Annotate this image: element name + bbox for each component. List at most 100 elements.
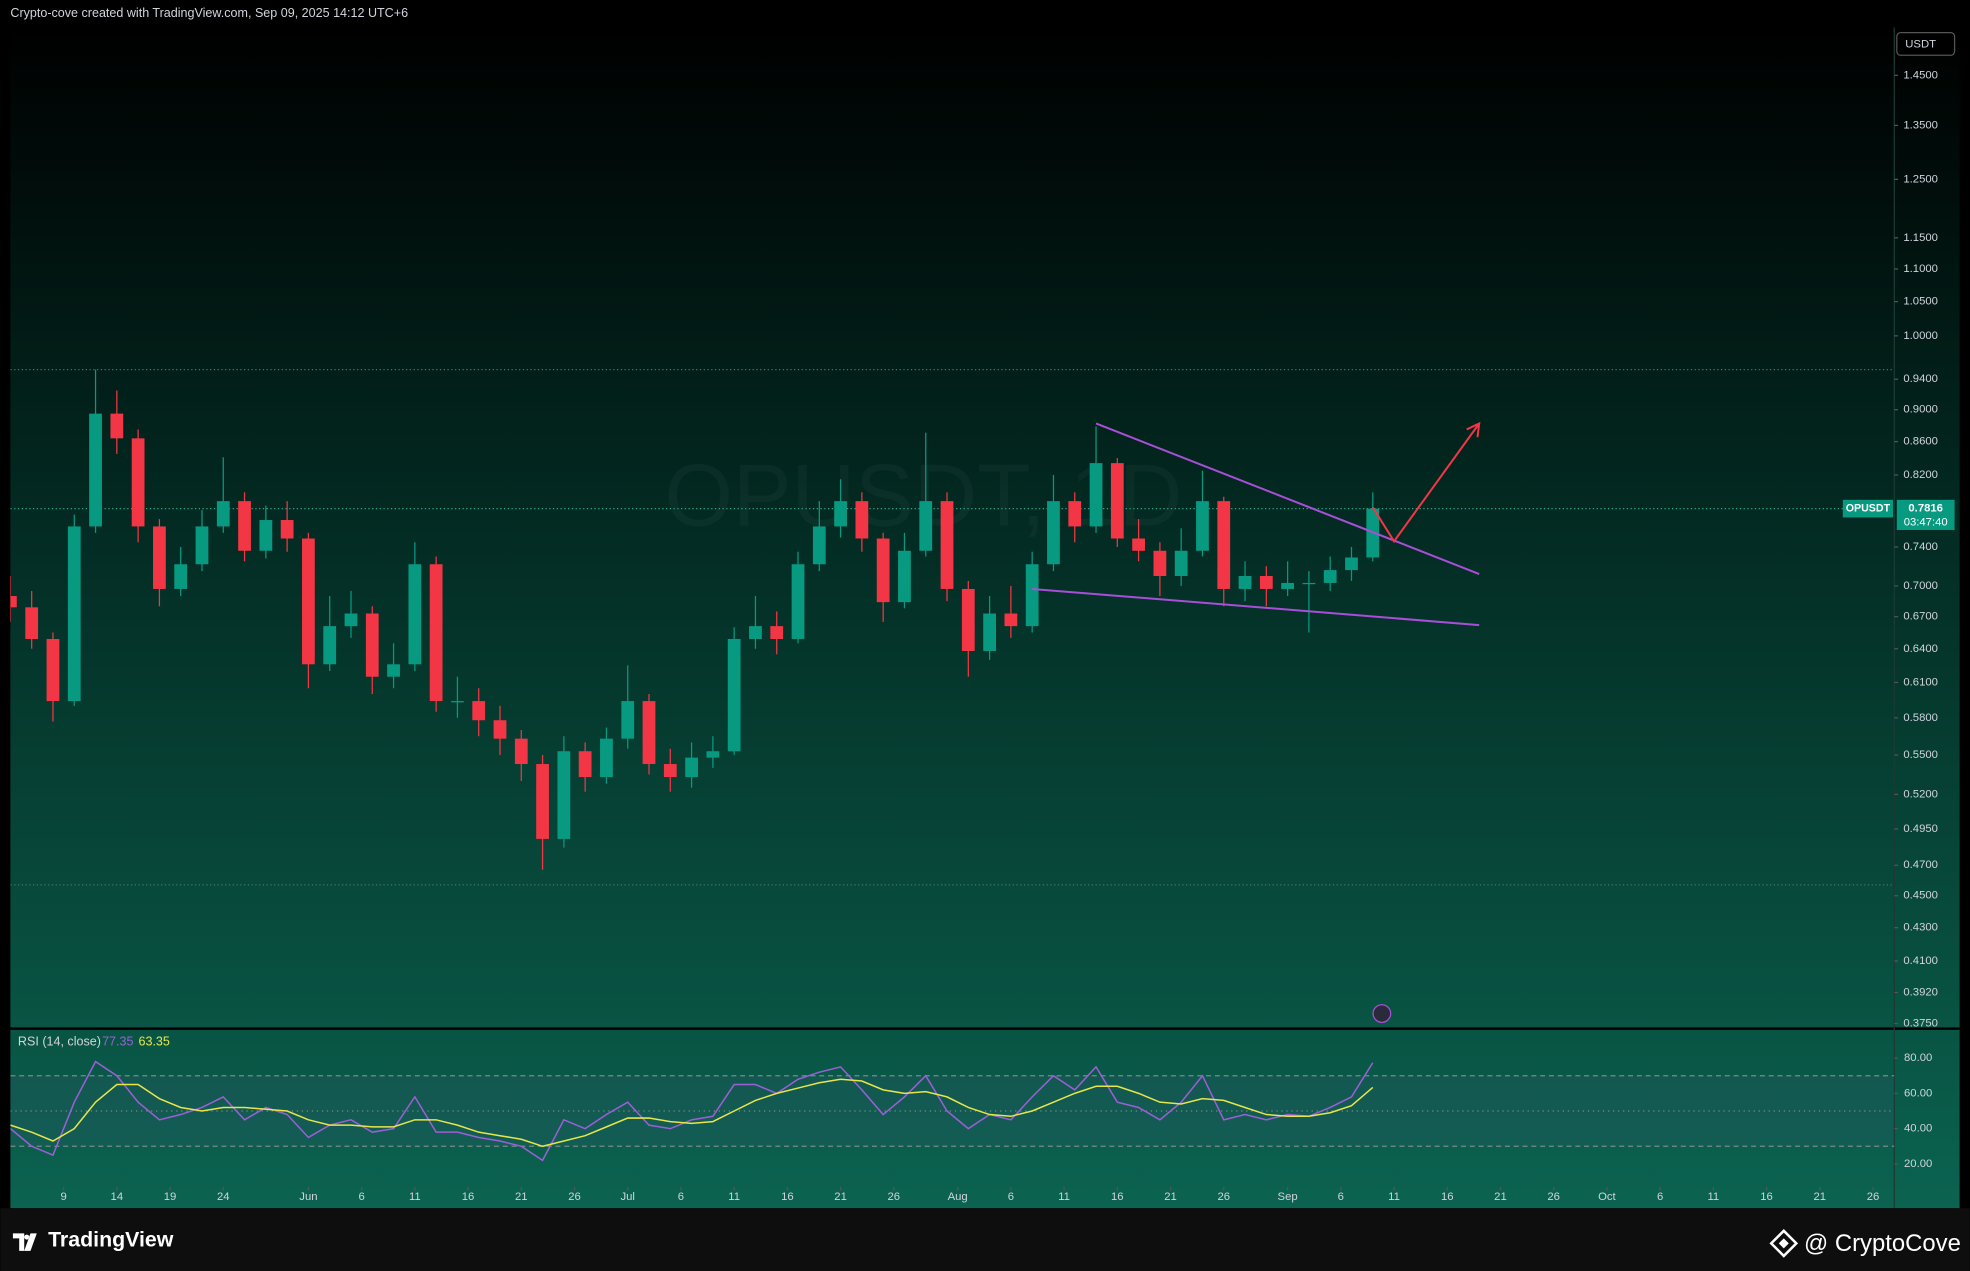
candle-body <box>663 764 677 778</box>
candle-body <box>749 626 762 639</box>
candle-body <box>983 613 996 651</box>
x-tick-label: 21 <box>1494 1191 1507 1203</box>
candle-body <box>685 757 698 778</box>
y-tick-label: 0.5500 <box>1903 749 1938 761</box>
y-tick-label: 1.2500 <box>1903 173 1938 185</box>
y-tick-label: 0.7000 <box>1903 580 1938 592</box>
candle-body <box>323 626 337 665</box>
y-tick-label: 1.1000 <box>1903 263 1938 275</box>
x-tick-label: 6 <box>1008 1191 1014 1203</box>
y-tick-label: 0.8200 <box>1903 469 1938 481</box>
x-tick-label: 26 <box>1547 1191 1560 1203</box>
y-tick-label: 1.4500 <box>1903 69 1938 81</box>
y-tick-label: 0.6100 <box>1903 676 1938 688</box>
y-tick-label: 0.6700 <box>1903 611 1938 623</box>
candle-body <box>600 738 613 778</box>
x-tick-label: 16 <box>781 1191 794 1203</box>
candle-body <box>727 638 741 752</box>
candle-body <box>514 738 528 765</box>
rsi-line <box>10 1078 1374 1148</box>
trendline <box>1032 587 1480 627</box>
candle-body <box>153 526 166 589</box>
candle-body <box>10 596 17 608</box>
y-tick-label: 0.3750 <box>1903 1018 1938 1030</box>
candle-body <box>1068 501 1082 527</box>
header-text: Crypto-cove created with TradingView.com… <box>10 6 408 20</box>
x-tick-label: 11 <box>1707 1191 1719 1203</box>
x-tick-label: 6 <box>358 1191 364 1203</box>
ticker-box <box>1842 499 1894 518</box>
y-tick-label: 80.00 <box>1904 1052 1932 1064</box>
candle-body <box>621 701 635 739</box>
candle-body <box>961 588 975 651</box>
alert-icon[interactable] <box>1372 1004 1392 1023</box>
candle-body <box>706 751 720 758</box>
x-tick-label: 21 <box>515 1191 528 1203</box>
candle-body <box>131 438 145 527</box>
x-tick-label: 6 <box>1657 1191 1663 1203</box>
rsi-value: 77.35 <box>102 1035 133 1049</box>
x-tick-label: 16 <box>1760 1191 1773 1203</box>
y-tick-label: 0.4500 <box>1903 890 1938 902</box>
x-tick-label: 9 <box>60 1191 66 1203</box>
x-tick-label: 19 <box>164 1191 177 1203</box>
x-tick-label: 26 <box>568 1191 581 1203</box>
y-tick-label: 20.00 <box>1904 1158 1932 1170</box>
candle-body <box>1047 501 1060 565</box>
last-price-box <box>1896 499 1955 530</box>
x-tick-label: Oct <box>1598 1191 1616 1203</box>
x-tick-label: 26 <box>1867 1191 1880 1203</box>
x-tick-label: 11 <box>1058 1191 1070 1203</box>
candle-body <box>1132 538 1145 551</box>
x-tick-label: 16 <box>1441 1191 1454 1203</box>
candle-body <box>1238 575 1252 589</box>
candle-body <box>344 613 358 627</box>
candle-body <box>67 526 81 702</box>
candle-body <box>898 550 911 603</box>
candle-body <box>770 626 784 639</box>
footer-bar <box>0 1208 1970 1271</box>
y-tick-label: 0.5200 <box>1903 788 1938 800</box>
x-tick-label: 24 <box>217 1191 230 1203</box>
candle-body <box>195 526 209 565</box>
candle-body <box>472 701 486 721</box>
x-tick-label: 21 <box>1164 1191 1177 1203</box>
candle-body <box>536 764 549 839</box>
x-tick-label: 16 <box>1111 1191 1124 1203</box>
candle-body <box>876 538 890 603</box>
candle-body <box>557 751 571 839</box>
ticker-label: OPUSDT <box>1846 502 1891 514</box>
y-tick-label: 1.0500 <box>1903 296 1938 308</box>
y-tick-label: 40.00 <box>1904 1123 1932 1135</box>
candle-body <box>855 501 869 539</box>
candle-body <box>1153 550 1167 576</box>
footer-credit: @ CryptoCove <box>1804 1230 1961 1257</box>
candle-body <box>1281 582 1295 589</box>
y-tick-label: 0.5800 <box>1903 712 1938 724</box>
candle-body <box>302 538 315 665</box>
candle-body <box>812 526 826 565</box>
rsi-line <box>10 1060 1374 1162</box>
overlay: 1.4500 1.3500 1.2500 1.1500 1.1000 1.0500 1.00… <box>60 69 1955 1203</box>
x-tick-label: Jul <box>620 1191 634 1203</box>
y-tick-label: 0.6400 <box>1903 643 1938 655</box>
candle-body <box>408 564 422 665</box>
x-tick-label: 6 <box>678 1191 684 1203</box>
candle-body <box>1323 570 1337 583</box>
candle-body <box>429 564 443 702</box>
last-price-label: 0.7816 <box>1908 503 1943 515</box>
y-tick-label: 1.1500 <box>1903 232 1938 244</box>
trendline <box>1095 422 1480 575</box>
candle-body <box>238 501 251 551</box>
candle-body <box>174 564 188 589</box>
rsi-ma-value: 63.35 <box>139 1035 170 1049</box>
candle-body <box>280 520 294 539</box>
x-tick-label: Sep <box>1278 1191 1298 1203</box>
candle-body <box>1259 575 1273 589</box>
candle-body <box>110 413 124 439</box>
y-tick-label: 0.7400 <box>1903 541 1938 553</box>
candle-body <box>834 501 847 527</box>
candle-body <box>919 501 933 551</box>
x-tick-label: 11 <box>1388 1191 1400 1203</box>
